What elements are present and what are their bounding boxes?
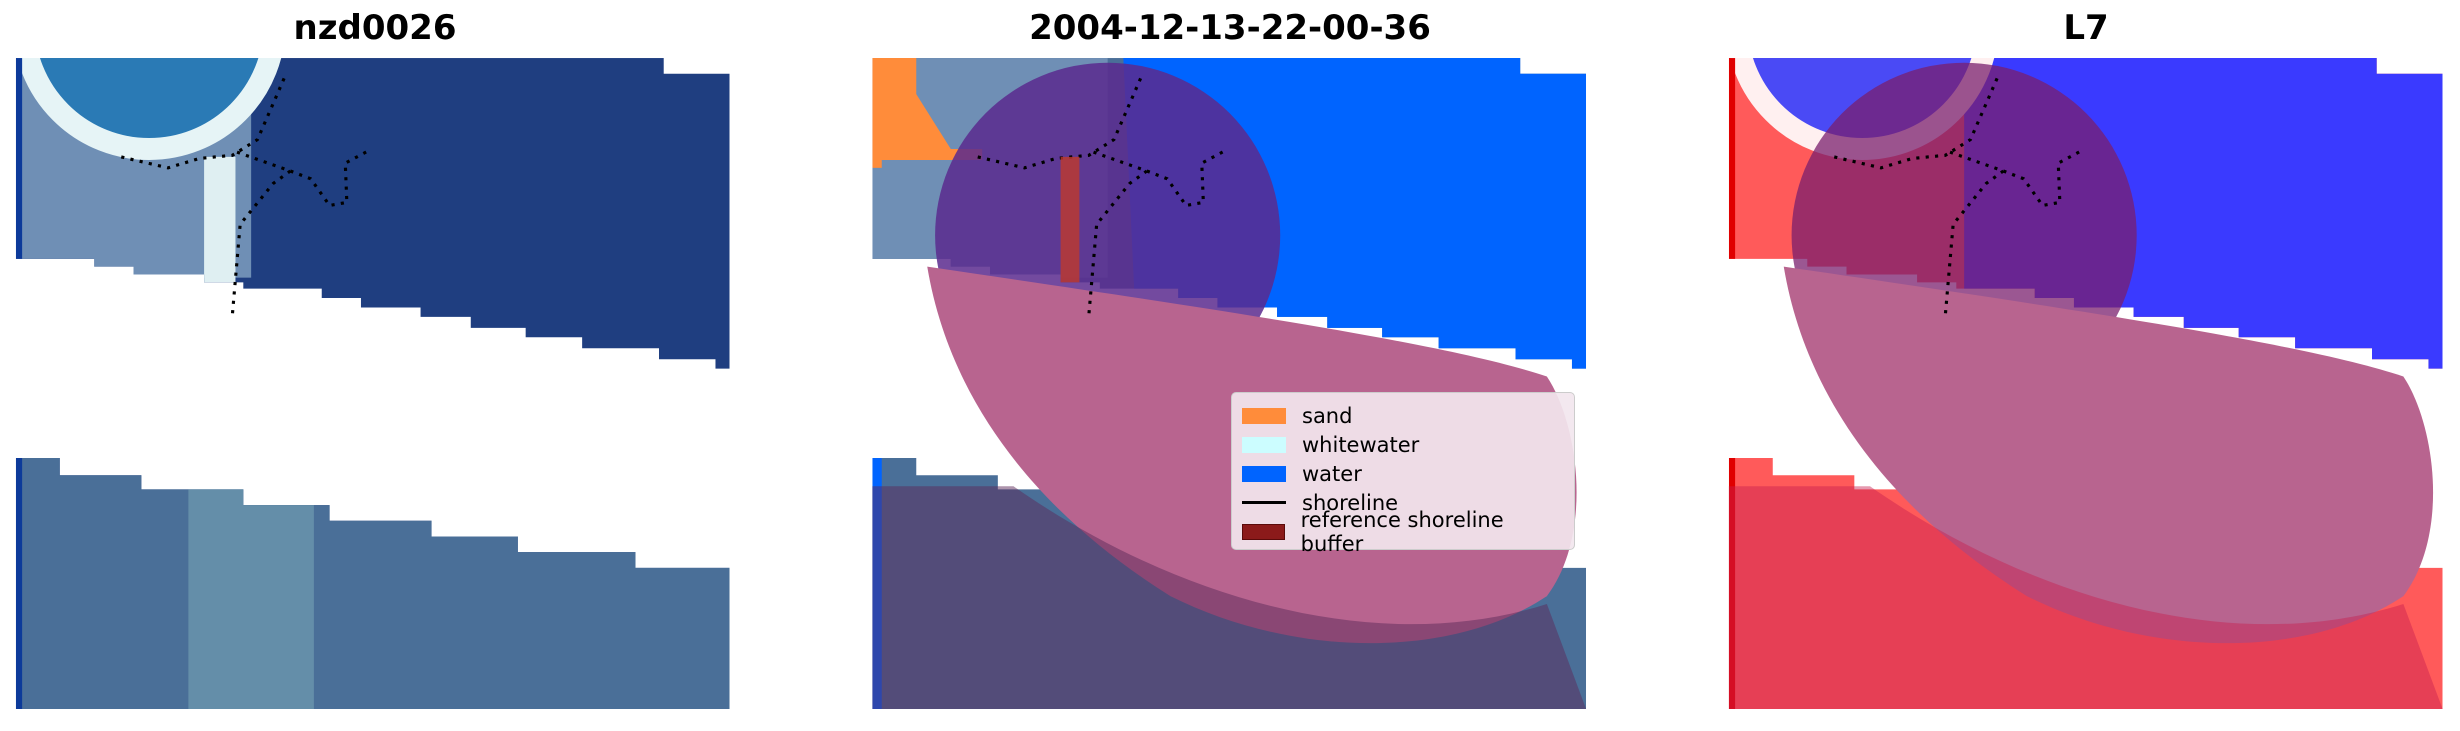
legend-label: reference shoreline buffer [1300, 507, 1504, 556]
legend-item-water: water [1242, 459, 1564, 488]
legend-label: whitewater [1302, 432, 1420, 457]
legend-label: shoreline [1302, 490, 1399, 515]
legend-label: water [1302, 461, 1362, 486]
legend: sand whitewater water shoreline referenc… [1231, 392, 1575, 556]
panel-title-image: nzd0026 [293, 8, 457, 48]
shoreline-dotted [120, 77, 370, 316]
legend-item-shoreline: shoreline [1242, 488, 1564, 517]
rgb-image-panel [15, 58, 730, 710]
panel-title-satellite: L7 [2063, 8, 2109, 48]
panel-title-date: 2004-12-13-22-00-36 [1029, 8, 1431, 48]
legend-item-whitewater: whitewater [1242, 430, 1564, 459]
legend-item-buffer: reference shoreline buffer [1242, 508, 1564, 556]
satellite-panel [1728, 58, 2443, 710]
classification-panel [872, 58, 1587, 710]
legend-item-sand: sand [1242, 401, 1564, 430]
legend-label: sand [1302, 403, 1353, 428]
